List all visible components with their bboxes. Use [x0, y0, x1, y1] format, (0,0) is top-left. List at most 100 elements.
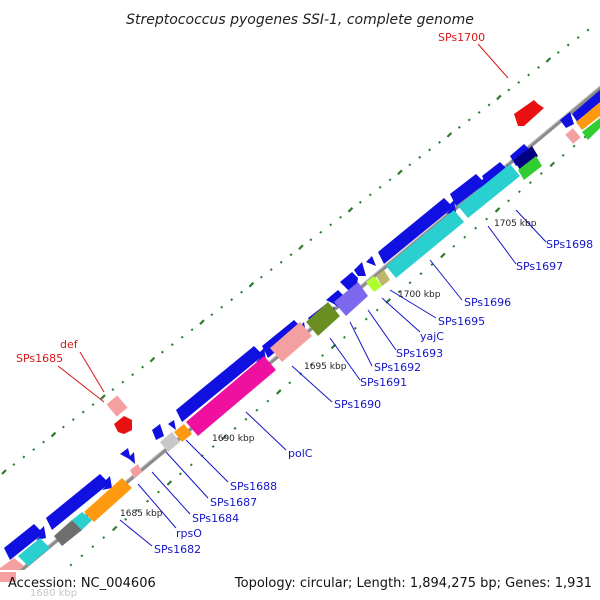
map-title: Streptococcus pyogenes SSI-1, complete g… [126, 12, 474, 28]
gene-label-SPs1693[interactable]: SPs1693 [396, 347, 443, 360]
outer-tick [566, 43, 570, 47]
outer-tick [22, 455, 26, 459]
gene-label-SPs1685[interactable]: SPs1685 [16, 352, 63, 365]
gene-arrow-SPs1702[interactable] [572, 90, 600, 126]
cog-olive-1 [306, 302, 340, 336]
inner-tick [135, 508, 139, 512]
gene-arrow-def[interactable] [114, 416, 132, 434]
outer-tick [32, 448, 36, 451]
gene-arrow-SPs1687[interactable] [152, 424, 164, 440]
label-leader-lines [119, 209, 547, 547]
outer-tick [309, 238, 313, 242]
outer-tick [131, 373, 135, 377]
inner-tick [397, 290, 401, 294]
outer-tick [259, 275, 263, 279]
gene-label-def[interactable]: def [60, 338, 79, 351]
gene-label-SPs1684[interactable]: SPs1684 [192, 512, 239, 525]
inner-tick [275, 389, 282, 395]
inner-tick [375, 308, 379, 312]
gene-label-SPs1690[interactable]: SPs1690 [334, 398, 381, 411]
leader-SPs1697 [487, 225, 517, 265]
gene-box-SPs1685[interactable] [106, 395, 128, 417]
gene-label-SPs1682[interactable]: SPs1682 [154, 543, 201, 556]
gene-label-SPs1697[interactable]: SPs1697 [516, 260, 563, 273]
gene-label-polC[interactable]: polC [288, 447, 313, 460]
outer-tick [477, 110, 481, 114]
gene-arrow-SPs1688[interactable] [168, 420, 176, 430]
outer-tick [397, 169, 403, 176]
inner-tick [69, 563, 73, 567]
leader-polC [245, 411, 287, 451]
footer-band [0, 570, 600, 600]
outer-tick [537, 66, 540, 69]
inner-tick [440, 252, 446, 259]
inner-tick [233, 426, 237, 430]
outer-tick [50, 431, 57, 438]
leader-yajC [381, 297, 421, 333]
inner-tick [528, 181, 532, 185]
leader-SPs1696 [429, 259, 463, 301]
outer-tick [428, 148, 432, 152]
gene-label-SPs1692[interactable]: SPs1692 [374, 361, 421, 374]
cog-lime-1 [366, 276, 382, 292]
cog-darkgray-2 [130, 464, 142, 478]
gene-arrow-SPs1684[interactable] [120, 448, 131, 460]
outer-tick [170, 343, 174, 347]
outer-tick [507, 88, 511, 92]
outer-tick [210, 313, 214, 317]
outer-tick [289, 253, 293, 257]
gene-arrow-SPs1684b[interactable] [128, 452, 135, 464]
inner-tick [211, 445, 215, 449]
leader-SPs1691 [329, 337, 361, 381]
gene-label-SPs1691[interactable]: SPs1691 [360, 376, 407, 389]
outer-tick [347, 207, 354, 213]
inner-tick [102, 536, 106, 540]
outer-tick [556, 51, 560, 54]
outer-tick [388, 178, 392, 182]
gene-arrow-SPs1682[interactable] [4, 524, 46, 560]
gene-label-SPs1698[interactable]: SPs1698 [546, 238, 593, 251]
outer-tick [298, 244, 304, 251]
cog-khaki-1 [376, 270, 390, 286]
gene-arrow-SPs1700[interactable] [514, 100, 544, 126]
inner-tick [124, 517, 128, 521]
outer-tick [545, 57, 552, 63]
outer-tick [100, 394, 106, 400]
gene-arrow-SPs1696[interactable] [378, 198, 456, 264]
inner-tick [342, 335, 346, 339]
leader-def [79, 351, 105, 393]
gene-arrow-SPs1701[interactable] [560, 112, 574, 128]
cog-cyan-1 [18, 538, 50, 566]
inner-tick [474, 226, 478, 230]
inner-tick [288, 381, 292, 385]
gene-label-SPs1695[interactable]: SPs1695 [438, 315, 485, 328]
outer-tick [418, 155, 422, 159]
cog-orange-3 [576, 102, 600, 130]
outer-tick [61, 425, 65, 429]
gene-label-SPs1688[interactable]: SPs1688 [230, 480, 277, 493]
gene-label-rpsO[interactable]: rpsO [176, 527, 202, 540]
inner-tick [321, 354, 324, 358]
accession-text: Accession: NC_004606 [8, 576, 156, 591]
gene-label-SPs1696[interactable]: SPs1696 [464, 296, 511, 309]
gene-label-yajC[interactable]: yajC [420, 330, 444, 343]
outer-tick [438, 140, 441, 144]
gene-arrow-rpsO[interactable] [46, 474, 112, 530]
kbp-label-1690: 1690 kbp [212, 434, 255, 444]
outer-tick [91, 403, 95, 407]
gene-label-SPs1700[interactable]: SPs1700 [438, 31, 485, 44]
cog-magenta-1 [186, 356, 276, 436]
gene-arrow-SPs1693[interactable] [340, 272, 358, 290]
outer-tick [248, 281, 255, 288]
gene-arrow-SPs1695[interactable] [366, 256, 376, 266]
gene-arrow-yajC[interactable] [354, 262, 366, 276]
outer-tick [269, 268, 273, 272]
inner-tick [452, 244, 456, 248]
cog-green-2 [582, 118, 600, 140]
inner-tick [244, 417, 248, 421]
gene-arrow-polC[interactable] [176, 346, 266, 422]
gene-box-near-1700 [565, 128, 581, 144]
inner-tick [156, 490, 160, 494]
gene-label-SPs1687[interactable]: SPs1687 [210, 496, 257, 509]
gene-arrow-SPs1697[interactable] [450, 174, 488, 206]
